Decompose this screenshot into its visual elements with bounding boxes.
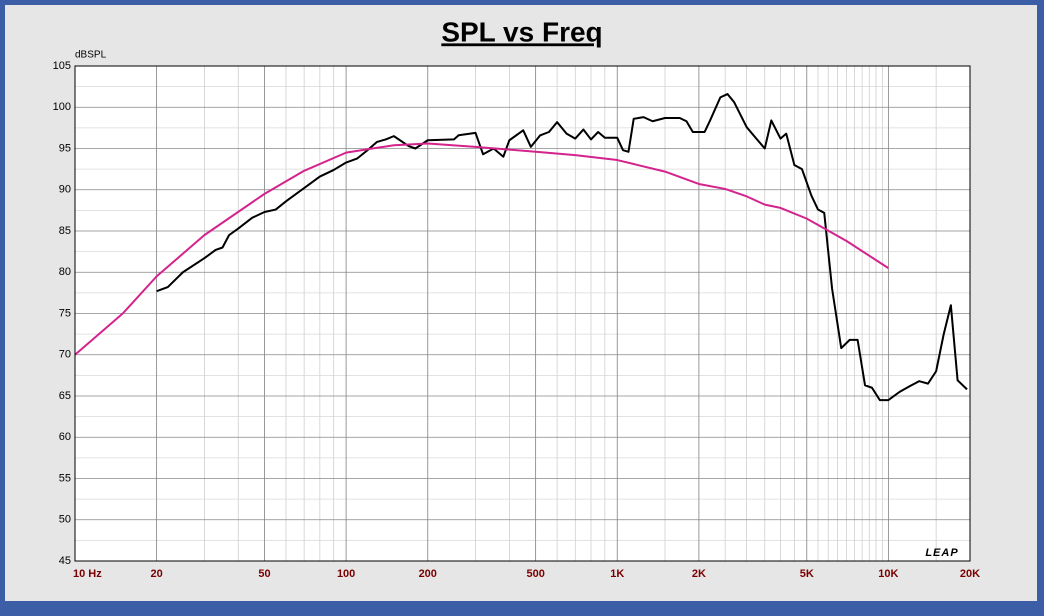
x-tick-label: 500 bbox=[526, 568, 544, 580]
y-axis-label: dBSPL bbox=[75, 50, 107, 61]
y-tick-label: 80 bbox=[59, 266, 71, 278]
x-tick-label: 200 bbox=[419, 568, 437, 580]
x-tick-label: 20 bbox=[150, 568, 162, 580]
x-tick-label: 10K bbox=[878, 568, 898, 580]
y-tick-label: 90 bbox=[59, 184, 71, 196]
y-tick-label: 65 bbox=[59, 390, 71, 402]
plot-frame bbox=[74, 65, 971, 562]
y-tick-label: 95 bbox=[59, 142, 71, 154]
x-tick-label: 5K bbox=[800, 568, 814, 580]
x-tick-label: 100 bbox=[337, 568, 355, 580]
series-line bbox=[74, 142, 889, 356]
grid bbox=[74, 65, 971, 562]
y-tick-label: 45 bbox=[59, 555, 71, 567]
x-tick-label: 20K bbox=[960, 568, 980, 580]
x-tick-label: 2K bbox=[692, 568, 706, 580]
y-tick-label: 70 bbox=[59, 349, 71, 361]
series-line bbox=[156, 93, 968, 402]
y-tick-label: 75 bbox=[59, 307, 71, 319]
watermark: LEAP bbox=[925, 547, 958, 559]
y-tick-label: 105 bbox=[53, 60, 71, 72]
y-tick-label: 50 bbox=[59, 514, 71, 526]
lines bbox=[74, 93, 968, 402]
y-tick-label: 60 bbox=[59, 431, 71, 443]
y-tick-label: 100 bbox=[53, 101, 71, 113]
chart-title: SPL vs Freq bbox=[441, 16, 602, 47]
x-tick-label: 10 Hz bbox=[73, 568, 102, 580]
y-tick-label: 55 bbox=[59, 472, 71, 484]
x-tick-label: 1K bbox=[610, 568, 624, 580]
y-tick-label: 85 bbox=[59, 225, 71, 237]
x-tick-label: 50 bbox=[258, 568, 270, 580]
